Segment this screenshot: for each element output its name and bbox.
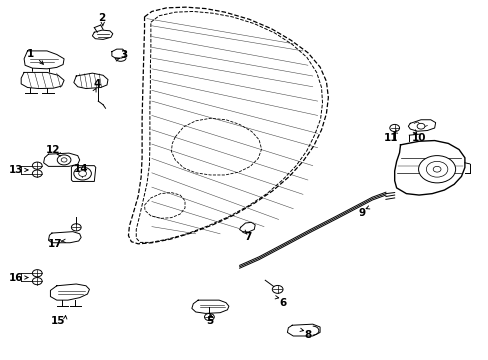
Polygon shape [128,7,328,244]
Text: 4: 4 [93,79,101,89]
Polygon shape [407,120,435,131]
Circle shape [389,125,399,132]
Text: 1: 1 [26,49,34,59]
Text: 9: 9 [358,208,366,218]
Polygon shape [43,153,80,166]
Polygon shape [50,284,89,300]
Polygon shape [48,231,81,243]
Text: 10: 10 [411,133,426,143]
Polygon shape [92,30,113,40]
Circle shape [71,224,81,231]
Circle shape [32,270,42,277]
Circle shape [57,155,71,165]
Polygon shape [24,51,64,69]
Circle shape [32,162,42,169]
Text: 5: 5 [205,316,213,325]
Circle shape [204,314,214,320]
Polygon shape [71,166,96,181]
Text: 8: 8 [304,330,311,340]
Circle shape [272,285,283,293]
Polygon shape [21,72,64,89]
Polygon shape [191,300,228,314]
Circle shape [416,123,424,129]
Circle shape [32,170,42,177]
Text: 16: 16 [9,273,23,283]
Circle shape [79,171,86,176]
Text: 7: 7 [244,232,252,242]
Polygon shape [287,324,320,336]
Circle shape [32,278,42,285]
Text: 14: 14 [74,164,88,174]
Text: 12: 12 [46,144,61,154]
Polygon shape [394,140,464,195]
Circle shape [418,156,455,183]
Text: 11: 11 [383,133,397,143]
Text: 6: 6 [278,298,285,308]
Text: 17: 17 [48,239,62,249]
Polygon shape [112,49,125,58]
Text: 3: 3 [120,50,127,60]
Circle shape [432,166,440,172]
Circle shape [426,161,447,177]
Polygon shape [239,222,255,232]
Circle shape [74,167,91,180]
Circle shape [61,158,67,162]
Polygon shape [74,73,108,89]
Text: 13: 13 [9,165,23,175]
Text: 15: 15 [51,316,65,325]
Text: 2: 2 [98,13,105,23]
